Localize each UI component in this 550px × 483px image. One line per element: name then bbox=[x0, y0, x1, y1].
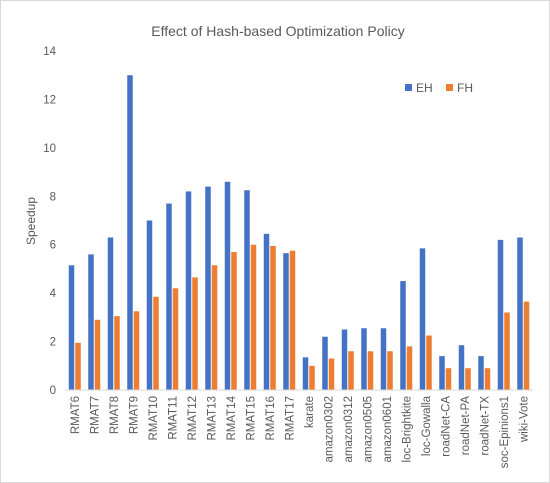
bar-fh-rmat15 bbox=[250, 244, 257, 390]
y-tick-label: 14 bbox=[43, 46, 56, 58]
bar-eh-amazon0505 bbox=[361, 328, 367, 390]
bar-eh-wiki-vote bbox=[517, 237, 523, 390]
bar-fh-amazon0302 bbox=[328, 358, 335, 390]
bar-fh-roadnet-ca bbox=[445, 368, 452, 390]
bar-eh-loc-gowalla bbox=[419, 248, 426, 390]
bar-eh-roadnet-pa bbox=[458, 345, 465, 390]
bar-fh-roadnet-pa bbox=[465, 368, 471, 390]
bar-fh-karate bbox=[309, 365, 315, 390]
bar-eh-amazon0601 bbox=[380, 328, 387, 390]
bar-fh-amazon0601 bbox=[387, 351, 393, 390]
bar-fh-rmat16 bbox=[270, 245, 276, 390]
x-tick-label: RMAT15 bbox=[245, 396, 257, 441]
bar-fh-rmat8 bbox=[114, 316, 120, 390]
y-tick-label: 0 bbox=[50, 385, 56, 397]
legend-swatch-eh bbox=[405, 84, 412, 91]
y-tick-label: 6 bbox=[50, 240, 56, 252]
bar-eh-rmat9 bbox=[127, 75, 133, 390]
bar-eh-rmat12 bbox=[185, 191, 192, 390]
x-tick-label: RMAT12 bbox=[187, 396, 199, 441]
bar-fh-wiki-vote bbox=[523, 301, 530, 390]
x-tick-label: RMAT13 bbox=[206, 396, 218, 441]
bars bbox=[68, 75, 530, 390]
bar-eh-rmat14 bbox=[224, 181, 231, 390]
x-tick-label: roadNet-CA bbox=[440, 396, 452, 457]
x-tick-label: loc-Brightkite bbox=[401, 396, 413, 462]
bar-eh-rmat8 bbox=[107, 237, 114, 390]
bar-fh-amazon0505 bbox=[367, 351, 374, 390]
bar-fh-rmat6 bbox=[75, 342, 81, 390]
bar-eh-karate bbox=[302, 357, 309, 390]
bar-eh-loc-brightkite bbox=[400, 281, 406, 390]
bar-eh-rmat13 bbox=[205, 186, 211, 390]
bar-eh-rmat17 bbox=[283, 253, 289, 390]
y-tick-label: 4 bbox=[50, 288, 57, 300]
bar-eh-rmat11 bbox=[166, 203, 172, 390]
x-tick-label: amazon0601 bbox=[382, 396, 394, 463]
x-tick-label: RMAT17 bbox=[284, 396, 296, 441]
x-tick-label: RMAT10 bbox=[148, 396, 160, 441]
bar-eh-soc-epinions1 bbox=[497, 239, 504, 390]
bar-eh-rmat7 bbox=[88, 254, 94, 390]
x-tick-label: RMAT11 bbox=[167, 396, 179, 440]
bar-fh-rmat17 bbox=[289, 250, 296, 390]
x-tick-label: loc-Gowalla bbox=[421, 395, 433, 456]
bar-fh-roadnet-tx bbox=[484, 368, 491, 390]
bar-eh-roadnet-ca bbox=[439, 356, 445, 390]
y-tick-label: 12 bbox=[43, 94, 56, 106]
bar-fh-soc-epinions1 bbox=[504, 312, 510, 390]
bar-fh-rmat11 bbox=[172, 288, 179, 390]
legend-swatch-fh bbox=[446, 84, 453, 91]
x-tick-label: RMAT16 bbox=[265, 396, 277, 441]
bar-fh-rmat12 bbox=[192, 277, 198, 390]
x-tick-label: amazon0302 bbox=[323, 396, 335, 463]
x-tick-label: karate bbox=[304, 396, 316, 428]
bar-fh-rmat14 bbox=[231, 251, 237, 390]
bar-fh-loc-gowalla bbox=[426, 335, 432, 390]
x-tick-label: RMAT8 bbox=[109, 396, 121, 434]
bar-fh-rmat13 bbox=[211, 265, 218, 390]
bar-eh-rmat15 bbox=[244, 190, 250, 390]
bar-eh-amazon0312 bbox=[341, 329, 348, 390]
chart-title: Effect of Hash-based Optimization Policy bbox=[151, 23, 404, 39]
y-axis-label: Speedup bbox=[24, 197, 38, 245]
bar-fh-loc-brightkite bbox=[406, 346, 413, 390]
x-tick-label: RMAT14 bbox=[226, 395, 238, 440]
y-tick-label: 2 bbox=[50, 337, 56, 349]
x-tick-label: RMAT7 bbox=[89, 396, 101, 434]
x-tick-label: roadNet-TX bbox=[479, 396, 491, 456]
legend-label-eh: EH bbox=[416, 81, 433, 95]
bar-eh-rmat16 bbox=[263, 233, 270, 390]
bar-fh-rmat9 bbox=[133, 311, 140, 390]
x-tick-label: wiki-Vote bbox=[518, 396, 530, 443]
y-tick-label: 10 bbox=[43, 143, 56, 155]
bar-fh-rmat10 bbox=[153, 296, 159, 390]
legend: EH FH bbox=[405, 81, 473, 95]
x-tick-label: roadNet-PA bbox=[460, 396, 472, 456]
bar-eh-roadnet-tx bbox=[478, 356, 484, 390]
x-axis-ticks: RMAT6 RMAT7 RMAT8 RMAT9 RMAT10 RMAT11 RMAT12 RM… bbox=[70, 395, 531, 468]
y-tick-label: 8 bbox=[50, 191, 56, 203]
y-axis-ticks: 0 2 4 6 8 10 12 14 bbox=[43, 46, 56, 397]
x-tick-label: RMAT9 bbox=[128, 396, 140, 434]
x-tick-label: amazon0312 bbox=[343, 396, 355, 463]
bar-eh-amazon0302 bbox=[322, 336, 328, 390]
bar-eh-rmat10 bbox=[146, 220, 153, 390]
x-tick-label: soc-Epinions1 bbox=[499, 396, 511, 468]
bar-fh-amazon0312 bbox=[348, 351, 354, 390]
bar-eh-rmat6 bbox=[68, 265, 75, 390]
x-tick-label: amazon0505 bbox=[362, 396, 374, 463]
x-tick-label: RMAT6 bbox=[70, 396, 82, 434]
legend-label-fh: FH bbox=[457, 81, 473, 95]
bar-fh-rmat7 bbox=[94, 319, 101, 390]
